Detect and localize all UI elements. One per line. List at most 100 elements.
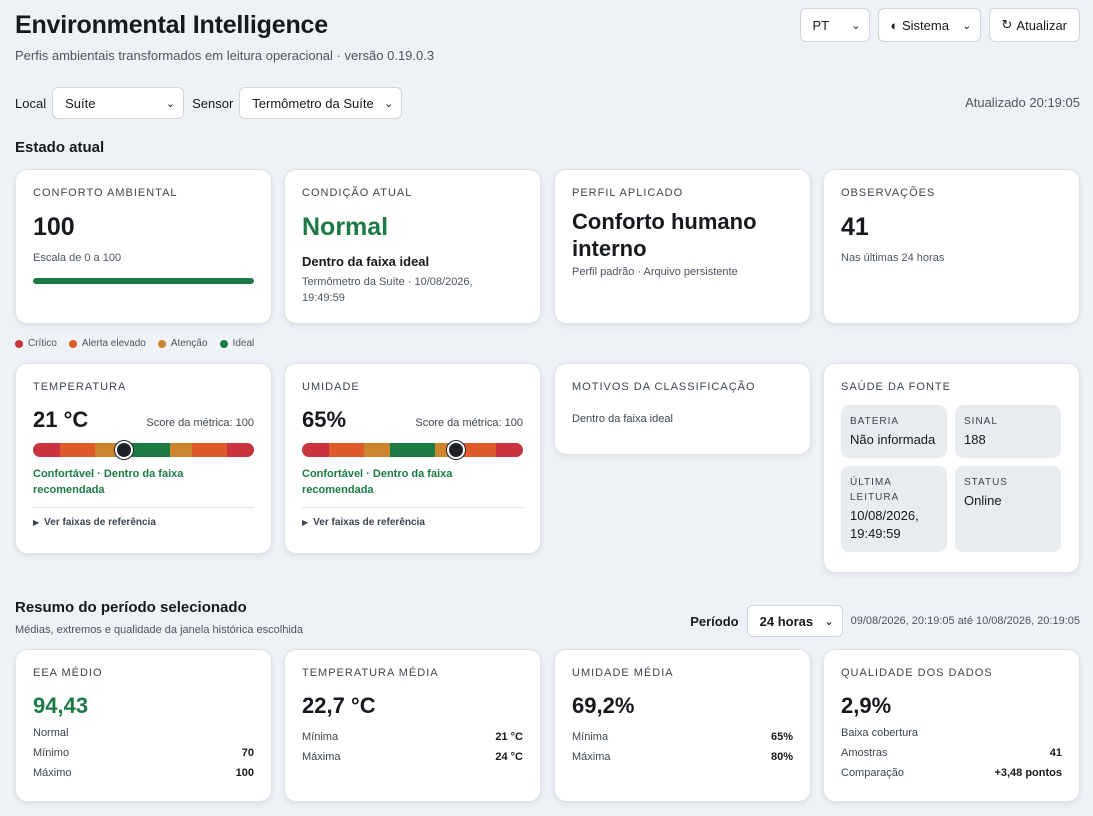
profile-card: Perfil aplicado Conforto humano interno …	[554, 169, 811, 324]
last-reading-label: Última leitura	[850, 477, 900, 503]
eea-min-value: 70	[241, 747, 254, 759]
chevron-down-icon: ⌄	[824, 615, 834, 628]
comfort-note: Escala de 0 a 100	[33, 252, 122, 264]
eea-min-row: Mínimo 70	[33, 747, 254, 759]
humidity-label: Umidade	[302, 381, 360, 393]
comparison-label: Comparação	[841, 767, 904, 779]
comfort-value: 100	[33, 213, 75, 241]
temp-max-row: Máxima 24 °C	[302, 751, 523, 763]
reasons-label: Motivos da classificação	[572, 381, 756, 393]
status-value: Online	[964, 493, 1002, 508]
eea-max-row: Máximo 100	[33, 767, 254, 779]
last-reading-cell: Última leitura 10/08/2026, 19:49:59	[841, 466, 947, 552]
temperature-reference-toggle[interactable]: ▶ Ver faixas de referência	[33, 517, 254, 528]
sensor-label: Sensor	[192, 95, 234, 111]
hum-max-value: 80%	[770, 751, 793, 763]
period-range: 09/08/2026, 20:19:05 até 10/08/2026, 20:…	[850, 615, 1080, 627]
reasons-text: Dentro da faixa ideal	[572, 413, 673, 425]
humidity-value: 65%	[302, 407, 347, 432]
observations-label: Observações	[841, 187, 936, 199]
humidity-marker	[446, 441, 465, 459]
hum-min-value: 65%	[770, 731, 793, 743]
dot-icon	[157, 339, 166, 348]
dot-icon	[15, 339, 23, 348]
chevron-down-icon: ⌄	[851, 19, 861, 32]
eea-max-label: Máximo	[33, 767, 72, 779]
legend-item: Ideal	[219, 338, 254, 349]
eea-label: EEA médio	[33, 667, 103, 679]
samples-row: Amostras 41	[841, 747, 1062, 759]
profile-meta: Perfil padrão · Arquivo persistente	[572, 266, 738, 278]
theme-value: Sistema	[902, 17, 949, 33]
humidity-score: Score da métrica: 100	[415, 417, 523, 429]
language-select[interactable]: PT ⌄	[799, 8, 870, 42]
refresh-icon: ↻	[1001, 17, 1013, 32]
signal-value: 188	[964, 432, 986, 447]
humidity-scale	[302, 441, 523, 459]
health-grid: Bateria Não informada Sinal 188 Última l…	[841, 405, 1062, 552]
avg-humidity-card: Umidade média 69,2% Mínima 65% Máxima 80%	[554, 649, 811, 802]
refresh-label: Atualizar	[1016, 17, 1067, 33]
divider	[33, 507, 254, 508]
refresh-button[interactable]: ↻ Atualizar	[988, 8, 1080, 42]
hum-min-row: Mínima 65%	[572, 731, 793, 743]
contrast-icon: ◐	[890, 17, 899, 33]
scale-segment-high-alert	[461, 443, 497, 457]
language-value: PT	[812, 17, 830, 33]
temp-min-value: 21 °C	[495, 731, 523, 743]
legend-label: Crítico	[28, 338, 57, 349]
theme-value-wrap: ◐ Sistema	[891, 18, 949, 33]
reasons-card: Motivos da classificação Dentro da faixa…	[554, 363, 811, 455]
temp-max-label: Máxima	[302, 751, 341, 763]
condition-desc: Dentro da faixa ideal	[302, 254, 430, 269]
humidity-status: Confortável · Dentro da faixa recomendad…	[302, 468, 453, 496]
profile-label: Perfil aplicado	[572, 187, 684, 199]
quality-label: Qualidade dos dados	[841, 667, 993, 679]
triangle-right-icon: ▶	[33, 518, 40, 527]
samples-label: Amostras	[841, 747, 888, 759]
period-select[interactable]: 24 horas ⌄	[746, 605, 843, 637]
samples-value: 41	[1049, 747, 1062, 759]
signal-label: Sinal	[964, 416, 998, 427]
temperature-score: Score da métrica: 100	[146, 417, 254, 429]
scale-segment-ideal	[390, 443, 435, 457]
period-value: 24 horas	[759, 613, 814, 629]
comfort-progress-bar	[33, 278, 254, 284]
legend-item: Crítico	[15, 338, 57, 349]
hum-min-label: Mínima	[572, 731, 609, 743]
app-subtitle: Perfis ambientais transformados em leitu…	[15, 48, 435, 63]
local-select[interactable]: Suíte ⌄	[52, 87, 185, 119]
scale-segment-high-alert	[328, 443, 364, 457]
severity-legend: Crítico Alerta elevado Atenção Ideal	[15, 338, 254, 349]
hum-max-label: Máxima	[572, 751, 611, 763]
section-title-summary: Resumo do período selecionado	[15, 599, 247, 616]
comparison-row: Comparação +3,48 pontos	[841, 767, 1062, 779]
comparison-value: +3,48 pontos	[994, 767, 1062, 779]
humidity-header: 65% Score da métrica: 100	[302, 407, 523, 433]
source-health-card: Saúde da fonte Bateria Não informada Sin…	[823, 363, 1080, 573]
condition-meta: Termômetro da Suíte · 10/08/2026, 19:49:…	[302, 276, 473, 304]
humidity-card: Umidade 65% Score da métrica: 100 Confor…	[284, 363, 541, 554]
condition-value: Normal	[302, 213, 389, 241]
battery-cell: Bateria Não informada	[841, 405, 947, 458]
sensor-select[interactable]: Termômetro da Suíte ⌄	[239, 87, 403, 119]
signal-cell: Sinal 188	[955, 405, 1061, 458]
temperature-scale	[33, 441, 254, 459]
theme-select[interactable]: ◐ Sistema ⌄	[877, 8, 981, 42]
health-label: Saúde da fonte	[841, 381, 951, 393]
scale-segment-critical	[496, 443, 523, 457]
eea-card: EEA médio 94,43 Normal Mínimo 70 Máximo 10…	[15, 649, 272, 802]
temperature-header: 21 °C Score da métrica: 100	[33, 407, 254, 433]
temperature-label: Temperatura	[33, 381, 127, 393]
battery-value: Não informada	[850, 432, 936, 447]
divider	[302, 507, 523, 508]
top-controls: PT ⌄ ◐ Sistema ⌄ ↻ Atualizar	[799, 8, 1080, 42]
profile-value: Conforto humano interno	[572, 209, 757, 261]
humidity-reference-toggle[interactable]: ▶ Ver faixas de referência	[302, 517, 523, 528]
scale-segment-critical	[302, 443, 329, 457]
section-title-current: Estado atual	[15, 139, 105, 156]
scale-segment-critical	[33, 443, 60, 457]
avg-temp-label: Temperatura média	[302, 667, 439, 679]
condition-card: Condição atual Normal Dentro da faixa id…	[284, 169, 541, 324]
dot-icon	[219, 339, 228, 348]
